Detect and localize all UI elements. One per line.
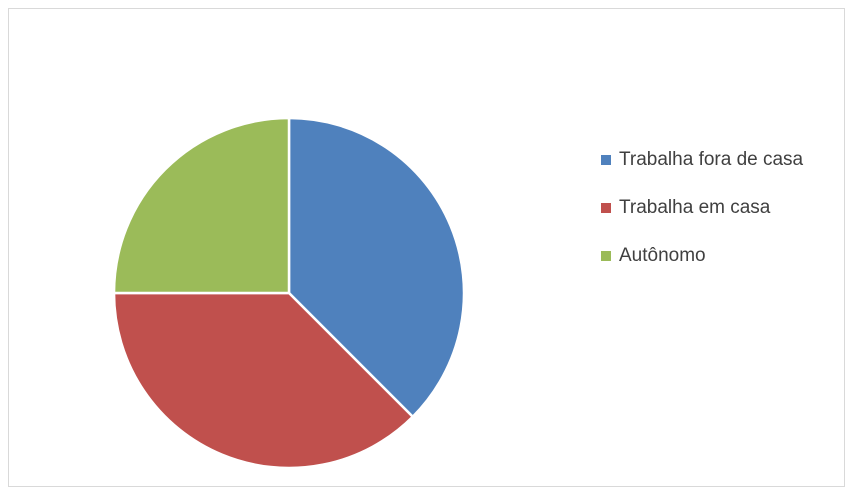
legend-label: Autônomo [619,245,706,266]
pie-slice [112,116,291,295]
legend-swatch [601,203,611,213]
legend-swatch [601,155,611,165]
legend-label: Trabalha fora de casa [619,149,804,170]
legend-swatch [601,251,611,261]
pie-slice [112,291,415,470]
pie-slice [287,116,466,419]
legend-label: Trabalha em casa [619,197,771,218]
